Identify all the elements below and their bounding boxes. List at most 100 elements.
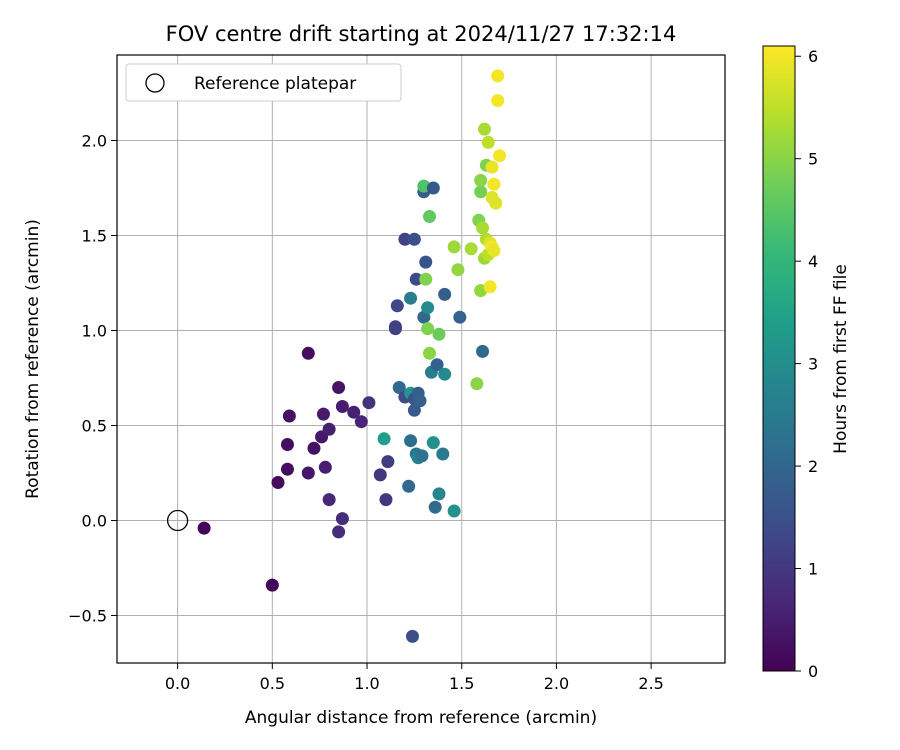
data-point bbox=[474, 173, 488, 187]
data-point bbox=[280, 438, 294, 451]
y-tick-label: 0.0 bbox=[82, 512, 107, 531]
colorbar-tick-label: 3 bbox=[808, 355, 818, 374]
data-point bbox=[405, 629, 419, 643]
data-point bbox=[489, 196, 503, 210]
data-points bbox=[197, 69, 507, 643]
data-point bbox=[280, 462, 294, 476]
data-point bbox=[415, 449, 429, 463]
data-point bbox=[265, 578, 279, 592]
data-point bbox=[428, 500, 442, 514]
x-tick-label: 2.0 bbox=[544, 674, 569, 693]
data-point bbox=[421, 322, 435, 336]
x-axis-label: Angular distance from reference (arcmin) bbox=[245, 708, 597, 728]
data-point bbox=[430, 358, 444, 372]
x-tick-label: 0.5 bbox=[260, 674, 285, 693]
y-tick-label: 1.0 bbox=[82, 322, 107, 341]
data-point bbox=[464, 242, 478, 256]
data-point bbox=[354, 415, 368, 429]
colorbar-label: Hours from first FF file bbox=[831, 264, 851, 454]
data-point bbox=[347, 405, 361, 419]
data-point bbox=[335, 400, 349, 413]
data-point bbox=[398, 232, 412, 246]
data-point bbox=[404, 434, 418, 448]
data-point bbox=[197, 521, 211, 535]
legend-box bbox=[125, 63, 402, 102]
data-point bbox=[419, 272, 433, 286]
reference-marker bbox=[166, 509, 189, 532]
data-point bbox=[438, 287, 452, 301]
colorbar-ticks: 0 1 2 3 4 5 6 bbox=[795, 47, 818, 681]
y-tick-label: 0.5 bbox=[82, 417, 107, 436]
data-point bbox=[373, 468, 387, 482]
data-point bbox=[388, 320, 402, 334]
chart-title: FOV centre drift starting at 2024/11/27 … bbox=[166, 22, 677, 46]
data-point bbox=[487, 244, 501, 258]
data-point bbox=[491, 94, 505, 108]
data-point bbox=[426, 436, 440, 450]
data-point bbox=[438, 367, 452, 381]
colorbar-tick-label: 5 bbox=[808, 150, 818, 169]
data-point bbox=[476, 344, 490, 358]
data-point bbox=[332, 381, 346, 394]
x-tick-label: 1.5 bbox=[449, 674, 474, 693]
data-point bbox=[474, 185, 488, 199]
data-point bbox=[470, 377, 484, 391]
x-tick-label: 2.5 bbox=[638, 674, 663, 693]
y-axis-label: Rotation from reference (arcmin) bbox=[23, 219, 43, 499]
data-point bbox=[381, 455, 395, 469]
grid-lines bbox=[117, 55, 725, 663]
data-point bbox=[271, 476, 285, 489]
legend-marker-icon bbox=[145, 73, 165, 93]
data-point bbox=[332, 525, 346, 539]
data-point bbox=[451, 263, 465, 277]
data-point bbox=[413, 394, 427, 408]
data-point bbox=[390, 299, 404, 313]
data-point bbox=[447, 240, 461, 254]
colorbar-tick-label: 1 bbox=[808, 560, 818, 579]
data-point bbox=[316, 407, 330, 421]
data-point bbox=[485, 160, 499, 174]
data-point bbox=[409, 272, 423, 286]
data-point bbox=[404, 291, 418, 305]
y-axis-ticks: −0.5 0.0 0.5 1.0 1.5 2.0 bbox=[68, 132, 117, 626]
data-point bbox=[301, 466, 315, 480]
data-point bbox=[477, 122, 491, 136]
colorbar-tick-label: 0 bbox=[808, 662, 818, 681]
legend-label: Reference platepar bbox=[194, 74, 356, 94]
data-point bbox=[423, 346, 437, 360]
data-point bbox=[407, 403, 421, 417]
colorbar bbox=[762, 45, 796, 672]
data-point bbox=[307, 441, 321, 455]
data-point bbox=[453, 310, 467, 324]
data-point bbox=[322, 493, 336, 507]
data-point bbox=[282, 409, 296, 423]
x-tick-label: 1.0 bbox=[354, 674, 379, 693]
data-point bbox=[483, 280, 497, 294]
plot-frame bbox=[116, 54, 726, 664]
data-point bbox=[318, 460, 332, 474]
data-point bbox=[432, 327, 446, 341]
data-point bbox=[392, 381, 406, 394]
data-point bbox=[493, 149, 507, 163]
data-point bbox=[423, 210, 437, 223]
x-axis-ticks: 0.0 0.5 1.0 1.5 2.0 2.5 bbox=[165, 663, 664, 693]
colorbar-tick-label: 4 bbox=[808, 252, 818, 271]
data-point bbox=[421, 301, 435, 315]
reference-point-icon bbox=[166, 509, 189, 532]
colorbar-tick-label: 2 bbox=[808, 457, 818, 476]
data-point bbox=[436, 447, 450, 461]
data-point bbox=[402, 479, 416, 493]
y-tick-label: −0.5 bbox=[68, 607, 107, 626]
data-point bbox=[476, 221, 490, 235]
data-point bbox=[487, 177, 501, 191]
data-point bbox=[491, 69, 505, 83]
data-point bbox=[419, 255, 433, 269]
x-tick-label: 0.0 bbox=[165, 674, 190, 693]
data-point bbox=[335, 512, 349, 526]
data-point bbox=[322, 422, 336, 436]
data-point bbox=[379, 493, 393, 507]
data-point bbox=[301, 346, 315, 360]
legend: Reference platepar bbox=[125, 63, 402, 102]
data-point bbox=[426, 181, 440, 195]
